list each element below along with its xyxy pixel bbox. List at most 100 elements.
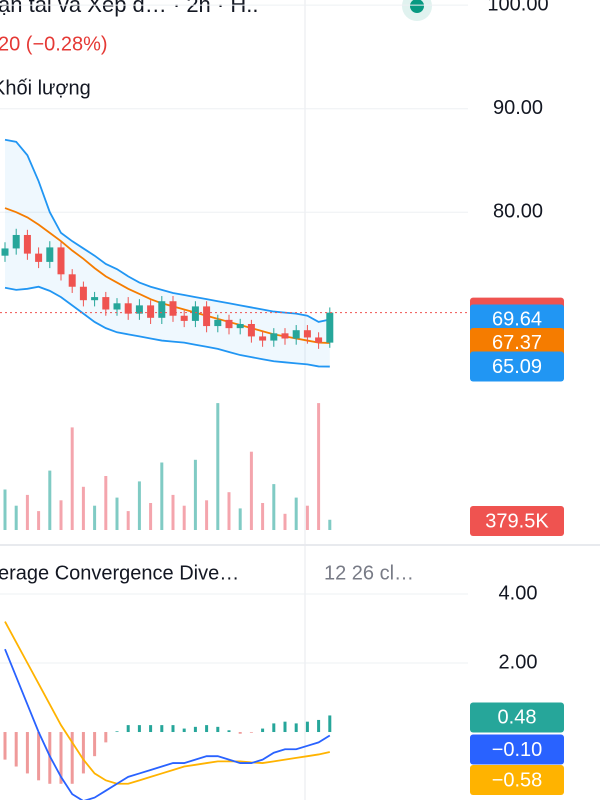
candle-body [23,234,31,254]
histogram-bar [171,725,175,733]
volume-bar [216,403,220,530]
candle-body [135,305,143,314]
y-tick-label: 4.00 [499,582,538,604]
price-tag [470,327,564,358]
histogram-bar [317,719,321,733]
histogram-bar [93,732,97,757]
histogram-bar [137,725,141,733]
candle-body [1,248,9,256]
histogram-bar [115,731,119,733]
candle-body [147,305,155,318]
volume-bar [283,513,287,530]
volume-bar [272,484,276,530]
histogram-bar [149,725,153,733]
histogram-bar [160,725,164,733]
y-tick-label: 100.00 [487,0,548,15]
price-tag [470,304,564,335]
candle-body [259,336,267,341]
histogram-bar [37,732,41,781]
histogram-bar [14,732,18,767]
price-tag-label: −0.58 [492,769,543,791]
status-dot [410,0,424,13]
price-tag [470,351,564,382]
volume-bar [171,494,175,530]
volume-bar [328,519,332,530]
price-tag [470,734,564,765]
volume-bar [14,505,18,530]
volume-bar [227,492,231,530]
volume-bar [305,505,309,530]
candle-body [247,324,255,337]
candle-body [124,303,132,314]
price-tag-label: 69.64 [492,309,542,331]
histogram-bar [227,730,231,733]
candle-body [225,319,233,329]
price-tag-label: −0.10 [492,739,543,761]
candle-body [191,306,199,321]
candle-body [169,301,177,316]
candle-body [236,324,244,329]
candle-body [326,312,334,343]
histogram-bar [283,721,287,733]
price-tag-label: 0.48 [498,707,537,729]
candle-body [203,306,211,327]
volume-bar [25,494,29,530]
candle-body [270,333,278,341]
volume-bar [137,481,141,530]
candle-body [303,330,311,338]
signal-line [4,621,330,785]
y-tick-label: 90.00 [493,97,543,119]
volume-bar [193,459,197,530]
price-tag [470,765,564,796]
histogram-bar [81,732,85,774]
histogram-bar [126,725,130,733]
histogram-bar [238,732,242,734]
candle-body [102,297,110,310]
candle-body [315,337,323,343]
volume-bar [81,486,85,530]
candle-body [57,247,65,275]
volume-title: Khối lượng [0,77,91,99]
volume-bar [37,511,41,530]
volume-bar [149,503,153,530]
volume-bar [115,497,119,530]
volume-tag-label: 379.5K [485,510,549,532]
volume-bar [93,505,97,530]
histogram-bar [261,728,265,733]
volume-bar [182,505,186,530]
volume-bar [70,427,74,530]
y-tick-label: 2.00 [499,651,538,673]
price-change: 20 (−0.28%) [0,33,108,55]
band-line [4,138,330,323]
volume-bar [249,451,253,530]
macd-line [4,648,331,800]
histogram-bar [294,723,298,733]
histogram-bar [305,721,309,733]
volume-tag [470,506,564,536]
histogram-bar [328,715,332,733]
histogram-bar [70,732,74,784]
volume-bar [126,511,130,530]
volume-bar [48,470,52,530]
candle-body [91,297,99,301]
histogram-bar [216,726,220,733]
histogram-bar [193,726,197,733]
histogram-bar [272,723,276,733]
volume-bar [205,500,209,530]
candle-body [12,234,20,249]
volume-bar [104,476,108,530]
band-fill [5,139,330,367]
y-tick-label: 80.00 [493,200,543,222]
volume-bar [238,508,242,530]
macd-title: erage Convergence Dive… [0,562,239,584]
histogram-bar [59,732,63,784]
price-tag-label: 67.37 [492,332,542,354]
candle-body [214,319,222,327]
macd-params: 12 26 cl… [324,562,414,584]
histogram-bar [249,732,253,733]
volume-bar [261,503,265,530]
candle-body [35,253,43,262]
candle-body [292,330,300,339]
